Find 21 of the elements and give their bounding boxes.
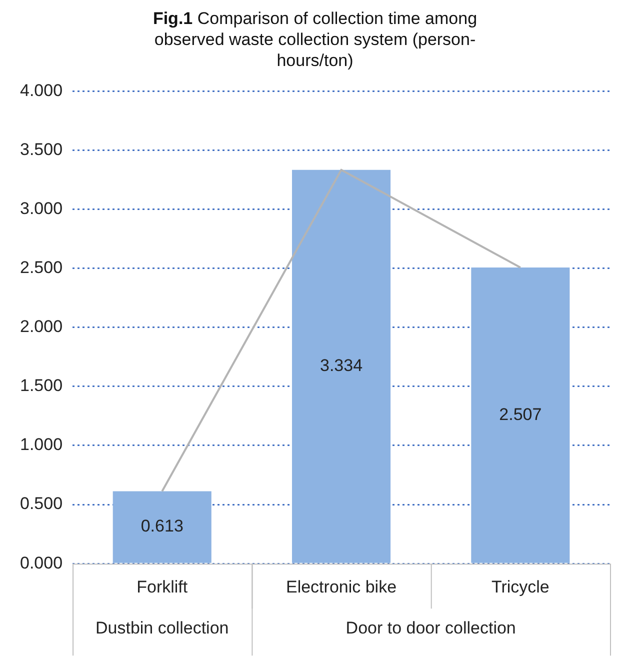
y-tick-label: 1.000 (20, 435, 63, 454)
bar (471, 268, 570, 563)
data-label: 0.613 (140, 516, 184, 536)
data-label: 3.334 (320, 356, 363, 376)
chart-title: Fig.1 Comparison of collection time among observed waste collection system (person-hours/ton) (152, 8, 478, 71)
text: Dustbin collection (95, 618, 229, 638)
bar (292, 170, 391, 563)
x-tick-label: Electronic bike (286, 577, 397, 596)
x-tick-label: Tricycle (491, 577, 550, 596)
data-label: 2.507 (499, 404, 542, 424)
y-tick-label: 3.000 (20, 198, 63, 218)
y-tick-label: 3.500 (20, 140, 63, 159)
x-tick-label: Forklift (136, 577, 188, 596)
y-tick-label: 2.000 (20, 317, 63, 336)
y-tick-label: 1.500 (20, 376, 63, 396)
y-tick-label: 0.500 (20, 494, 63, 514)
text: Door to door collection (346, 618, 516, 638)
y-tick-label: 2.500 (20, 258, 63, 278)
y-tick-label: 0.000 (20, 553, 63, 572)
bar (112, 491, 212, 563)
y-tick-label: 4.000 (20, 80, 63, 100)
